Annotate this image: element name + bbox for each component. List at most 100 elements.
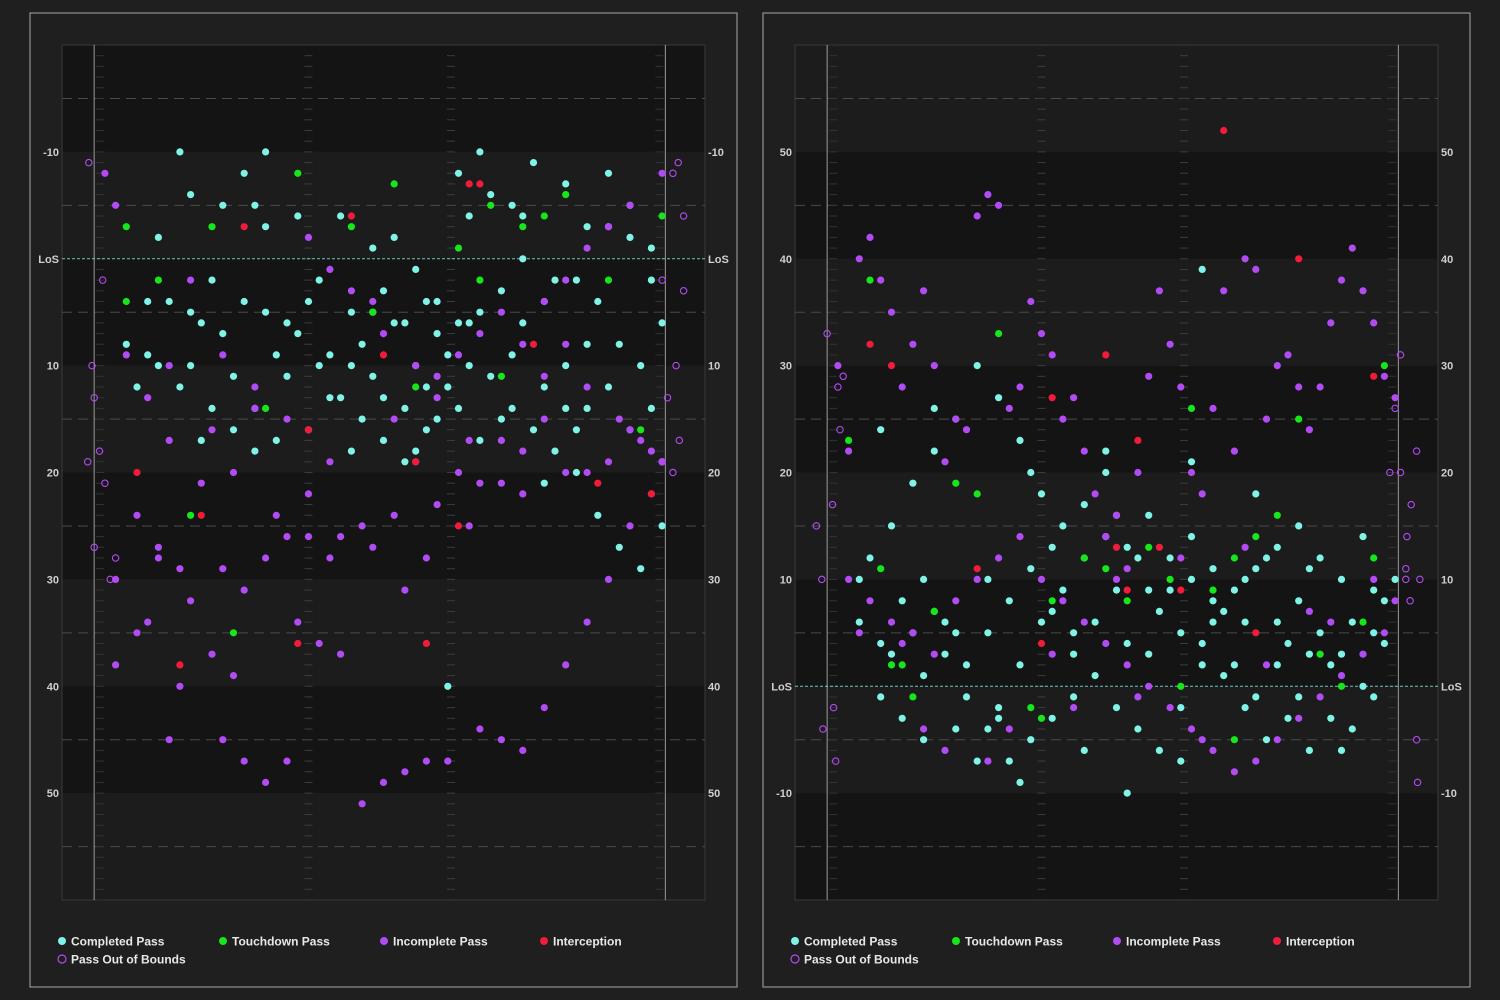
point-incomplete [834,362,842,370]
point-incomplete [294,618,302,626]
point-incomplete [604,458,613,466]
legend-label-out-of-bounds: Pass Out of Bounds [71,953,186,967]
point-incomplete [562,340,570,348]
point-incomplete [229,468,238,477]
point-incomplete [995,201,1003,209]
point-interception [1220,126,1228,135]
point-interception [1252,629,1260,637]
point-incomplete [251,404,259,412]
point-incomplete [930,650,938,658]
point-completed [337,212,345,220]
point-completed [1048,607,1056,616]
point-completed [1284,714,1292,722]
point-incomplete [1370,319,1378,327]
point-interception [379,351,388,359]
point-completed [1091,618,1099,626]
point-incomplete [920,287,928,295]
point-incomplete [315,639,323,648]
point-interception [1295,255,1303,263]
point-incomplete [497,308,505,316]
point-touchdown [658,212,666,220]
point-incomplete [1091,490,1099,498]
point-interception [1370,372,1378,380]
point-completed [197,319,205,327]
point-incomplete [283,415,291,423]
point-incomplete [454,468,463,477]
point-completed [412,265,420,273]
point-interception [887,362,896,370]
point-incomplete [855,255,863,263]
point-out-of-bounds [823,329,831,338]
point-touchdown [1370,554,1378,562]
tick-label-right: 40 [708,681,720,693]
legend-marker-touchdown [219,937,227,945]
point-incomplete [1080,618,1088,626]
point-touchdown [1187,404,1196,412]
point-completed [1155,607,1163,616]
point-completed [877,693,885,701]
point-completed [1327,714,1335,722]
point-completed [1220,672,1228,680]
point-completed [962,693,971,701]
point-incomplete [219,736,227,744]
point-completed [1252,565,1260,573]
point-completed [1070,650,1078,658]
point-completed [454,319,463,327]
point-incomplete [898,383,906,391]
y-axis-ticks: -10 -10 LoS LoS 10 10 20 20 30 30 40 40 50 50 [771,147,1462,800]
legend-marker-out-of-bounds [790,954,800,964]
point-completed [952,629,960,637]
point-incomplete [112,661,120,669]
point-incomplete [133,511,141,519]
point-completed [540,479,548,487]
point-incomplete [219,351,227,359]
point-incomplete [941,746,949,755]
point-completed [1241,704,1249,712]
point-completed [1166,586,1174,594]
point-completed [187,362,195,370]
point-incomplete [1070,394,1078,402]
point-interception [176,661,184,669]
tick-label-right: 50 [1441,147,1453,159]
point-incomplete [984,191,992,199]
point-incomplete [1220,287,1228,295]
point-completed [1112,704,1121,712]
point-touchdown [1273,511,1281,519]
point-incomplete [337,650,345,658]
point-completed [262,223,270,231]
point-touchdown [1230,554,1238,562]
legend-label-completed: Completed Pass [804,935,898,949]
point-completed [401,458,409,466]
point-incomplete [583,383,591,391]
point-incomplete [476,479,484,487]
point-incomplete [497,479,505,487]
point-incomplete [379,330,388,338]
point-touchdown [887,661,896,669]
point-touchdown [1145,543,1153,551]
point-completed [476,436,484,444]
point-incomplete [1295,714,1303,722]
point-interception [1037,639,1046,648]
point-completed [1123,789,1131,797]
point-incomplete [626,522,634,530]
point-incomplete [433,394,441,402]
point-incomplete [326,458,334,466]
point-completed [1273,661,1281,669]
point-incomplete [465,436,473,444]
point-incomplete [887,618,896,626]
point-incomplete [877,276,885,284]
point-out-of-bounds [675,436,684,445]
point-incomplete [422,554,430,562]
point-touchdown [412,383,420,391]
point-completed [433,330,441,338]
point-touchdown [154,276,162,284]
point-completed [369,244,377,252]
point-incomplete [1295,383,1303,391]
field-bands [795,45,1438,900]
tick-label-left: -10 [43,147,59,159]
point-interception [866,340,874,348]
point-touchdown [497,372,505,380]
point-incomplete [379,778,388,787]
point-completed [562,404,570,412]
point-completed [1027,736,1035,744]
